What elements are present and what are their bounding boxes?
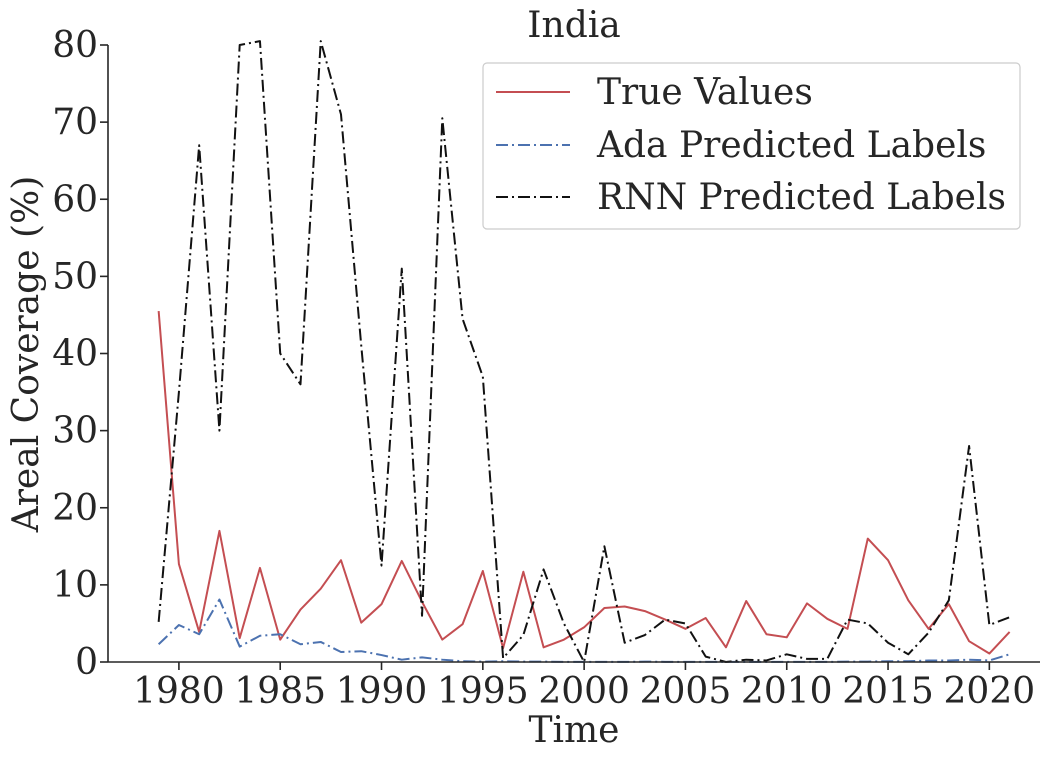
- legend-label-rnn-predicted-labels: RNN Predicted Labels: [597, 177, 1006, 218]
- y-tick-label: 60: [52, 179, 98, 220]
- x-tick-label: 2005: [640, 671, 732, 712]
- legend-box: [482, 62, 1021, 230]
- y-tick-label: 40: [52, 334, 98, 375]
- x-tick-label: 2010: [741, 671, 833, 712]
- legend-label-ada-predicted-labels: Ada Predicted Labels: [596, 125, 986, 166]
- y-axis-ticks: 0 10 20 30 40 50 60 70 80: [52, 25, 108, 683]
- legend-label-true-values: True Values: [597, 72, 813, 113]
- x-tick-label: 2000: [538, 671, 630, 712]
- x-tick-label: 1995: [437, 671, 529, 712]
- series-line-rnn-predicted-labels: [157, 40, 1010, 663]
- y-axis-label: Areal Coverage (%): [6, 176, 47, 534]
- x-axis-label: Time: [529, 710, 620, 751]
- x-tick-label: 2020: [944, 671, 1036, 712]
- x-tick-label: 1990: [336, 671, 428, 712]
- y-tick-label: 70: [52, 102, 98, 143]
- y-tick-label: 20: [52, 488, 98, 529]
- x-axis-ticks: 1980 1985 1990 1995 2000 2005 2010 2015 2020: [133, 662, 1035, 712]
- y-tick-label: 30: [52, 411, 98, 452]
- chart-title: India: [527, 5, 620, 46]
- y-tick-label: 10: [52, 565, 98, 606]
- x-tick-label: 1985: [234, 671, 326, 712]
- y-tick-label: 50: [52, 256, 98, 297]
- x-tick-label: 2015: [842, 671, 934, 712]
- y-tick-label: 0: [75, 642, 98, 683]
- series-line-true-values: [157, 311, 1011, 655]
- y-tick-label: 80: [52, 25, 98, 66]
- legend: True Values Ada Predicted Labels RNN Pre…: [482, 62, 1021, 230]
- x-tick-label: 1980: [133, 671, 225, 712]
